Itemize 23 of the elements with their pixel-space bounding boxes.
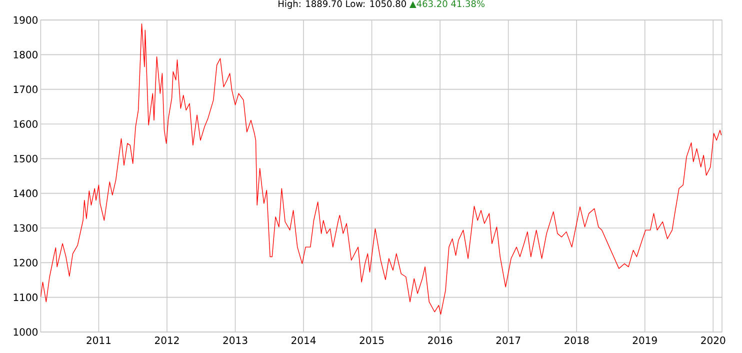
line-series — [40, 23, 722, 315]
x-tick-label: 2019 — [632, 336, 657, 344]
y-tick-label: 1000 — [14, 328, 38, 336]
y-tick-label: 1500 — [14, 154, 38, 162]
x-tick-label: 2012 — [155, 336, 179, 344]
y-tick-label: 1700 — [14, 86, 38, 94]
x-tick-label: 2015 — [360, 336, 384, 344]
x-tick-label: 2013 — [223, 336, 248, 344]
y-tick-label: 1200 — [14, 258, 38, 266]
text: ▲463.20 41.38% — [409, 0, 485, 8]
x-tick-label: 2017 — [496, 336, 520, 344]
y-tick-label: 1100 — [14, 294, 38, 302]
x-tick-label: 2014 — [292, 336, 316, 344]
chart-title: High: 1889.70 Low: 1050.80 — [278, 0, 406, 9]
y-tick-label: 1900 — [14, 16, 38, 24]
x-tick-label: 2018 — [564, 336, 589, 344]
x-tick-label: 2011 — [86, 336, 111, 344]
y-tick-label: 1800 — [14, 50, 38, 58]
y-tick-label: 1600 — [14, 120, 38, 128]
y-tick-label: 1400 — [14, 190, 38, 198]
x-tick-label: 2016 — [428, 336, 452, 344]
y-tick-label: 1300 — [14, 224, 38, 232]
x-tick-label: 2020 — [701, 336, 726, 344]
